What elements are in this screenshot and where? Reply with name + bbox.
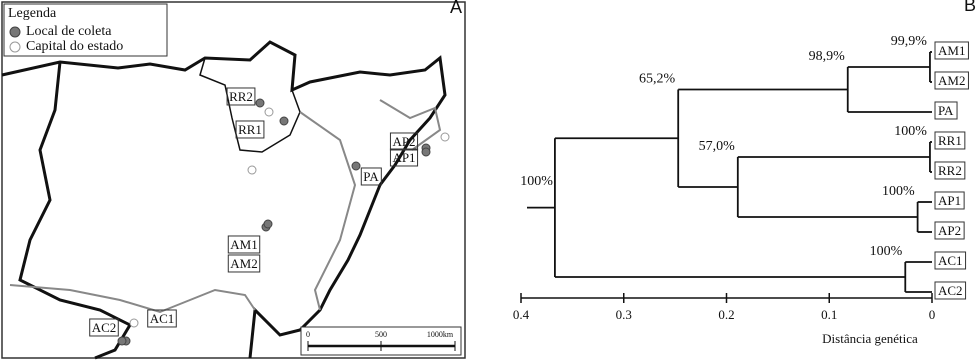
capital	[247, 165, 257, 175]
leaf-box	[934, 281, 967, 300]
site-point	[255, 98, 265, 108]
site-label-box	[235, 120, 265, 139]
leaf-label: AM1	[938, 43, 965, 58]
scale-label: 0	[306, 330, 310, 339]
legend-symbol	[9, 41, 21, 53]
site-point	[117, 336, 127, 346]
support-label: 57,0%	[699, 139, 736, 154]
capital	[129, 318, 139, 328]
state-border	[199, 57, 301, 153]
leaf-label: RR2	[938, 163, 962, 178]
tick-label: 0.1	[821, 307, 837, 322]
leaf-box	[934, 131, 966, 150]
support-label: 65,2%	[639, 72, 676, 87]
leaf-label: AP2	[938, 223, 961, 238]
site-label-box	[227, 235, 261, 254]
support-label: 100%	[870, 244, 903, 259]
dendrogram: Distância genética 0.4 0.3 0.2 0.1 0 AM1 AM2 99…	[513, 34, 969, 346]
legend: Legenda Local de coleta Capital do estad…	[3, 3, 168, 57]
state-border-gray	[299, 99, 442, 311]
site-label-box	[226, 87, 256, 106]
site-label-box	[389, 148, 419, 167]
panel-label: B	[964, 0, 976, 15]
state-border-south	[9, 284, 256, 314]
leaf-box	[934, 71, 969, 90]
axis-title: Distância genética	[822, 331, 918, 346]
support-label: 99,9%	[891, 34, 928, 49]
leaf-box	[934, 101, 958, 120]
scale-label: 1000km	[427, 330, 454, 339]
region-outline	[1, 40, 447, 359]
site-label: RR2	[229, 89, 253, 104]
site-label: AC1	[150, 311, 175, 326]
legend-item: Capital do estado	[26, 39, 123, 54]
region-outline-west	[18, 61, 133, 360]
site-label: PA	[363, 169, 379, 184]
support-label: 100%	[882, 184, 915, 199]
legend-box	[3, 3, 168, 57]
site-label-box	[89, 318, 119, 337]
capital	[264, 107, 274, 117]
site-label: AP1	[392, 150, 415, 165]
leaf-box	[934, 221, 965, 240]
legend-symbol	[9, 26, 21, 38]
site-label-box	[147, 309, 177, 328]
site-label: AM1	[230, 237, 257, 252]
leaf-box	[934, 161, 966, 180]
scale-label: 500	[375, 330, 387, 339]
site-point	[279, 116, 289, 126]
site-label: AC2	[92, 320, 117, 335]
leaf-box	[934, 251, 967, 270]
leaf-label: PA	[938, 103, 954, 118]
leaf-box	[934, 41, 969, 60]
legend-title: Legenda	[8, 6, 57, 21]
scale-bar: 0 500 1000km	[300, 326, 462, 356]
map-frame	[1, 1, 466, 359]
site-label-box	[360, 167, 382, 186]
support-label: 100%	[520, 174, 553, 189]
site-label: AM2	[230, 256, 257, 271]
site-label: AP2	[392, 134, 415, 149]
capital	[440, 132, 450, 142]
leaf-label: RR1	[938, 133, 962, 148]
legend-item: Local de coleta	[26, 24, 112, 39]
site-label-box	[227, 254, 261, 273]
leaf-label: AM2	[938, 73, 965, 88]
leaf-label: AC2	[938, 283, 963, 298]
panel-label: A	[450, 0, 462, 17]
site-point	[263, 219, 273, 229]
leaf-label: AC1	[938, 253, 963, 268]
leaf-label: AP1	[938, 193, 961, 208]
map-panel: Legenda Local de coleta Capital do estad…	[1, 0, 466, 360]
leaf-box	[934, 191, 965, 210]
support-label: 100%	[894, 124, 927, 139]
site-label: RR1	[238, 122, 262, 137]
site-point	[351, 161, 361, 171]
site-label-box	[389, 132, 419, 151]
site-point	[421, 147, 431, 157]
tick-label: 0.3	[616, 307, 632, 322]
tick-label: 0	[929, 307, 936, 322]
tick-label: 0.2	[718, 307, 734, 322]
support-label: 98,9%	[809, 49, 846, 64]
tick-label: 0.4	[513, 307, 530, 322]
